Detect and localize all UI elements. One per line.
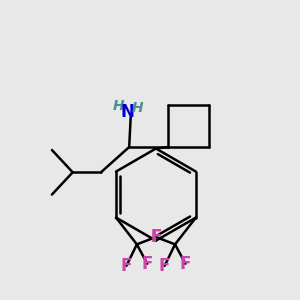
Text: N: N <box>120 103 134 121</box>
Text: F: F <box>180 255 191 273</box>
Text: F: F <box>142 255 153 273</box>
Text: F: F <box>159 257 170 275</box>
Text: H: H <box>112 99 124 113</box>
Text: F: F <box>150 228 161 246</box>
Text: F: F <box>121 257 132 275</box>
Text: F: F <box>151 228 162 246</box>
Text: H: H <box>131 101 143 115</box>
